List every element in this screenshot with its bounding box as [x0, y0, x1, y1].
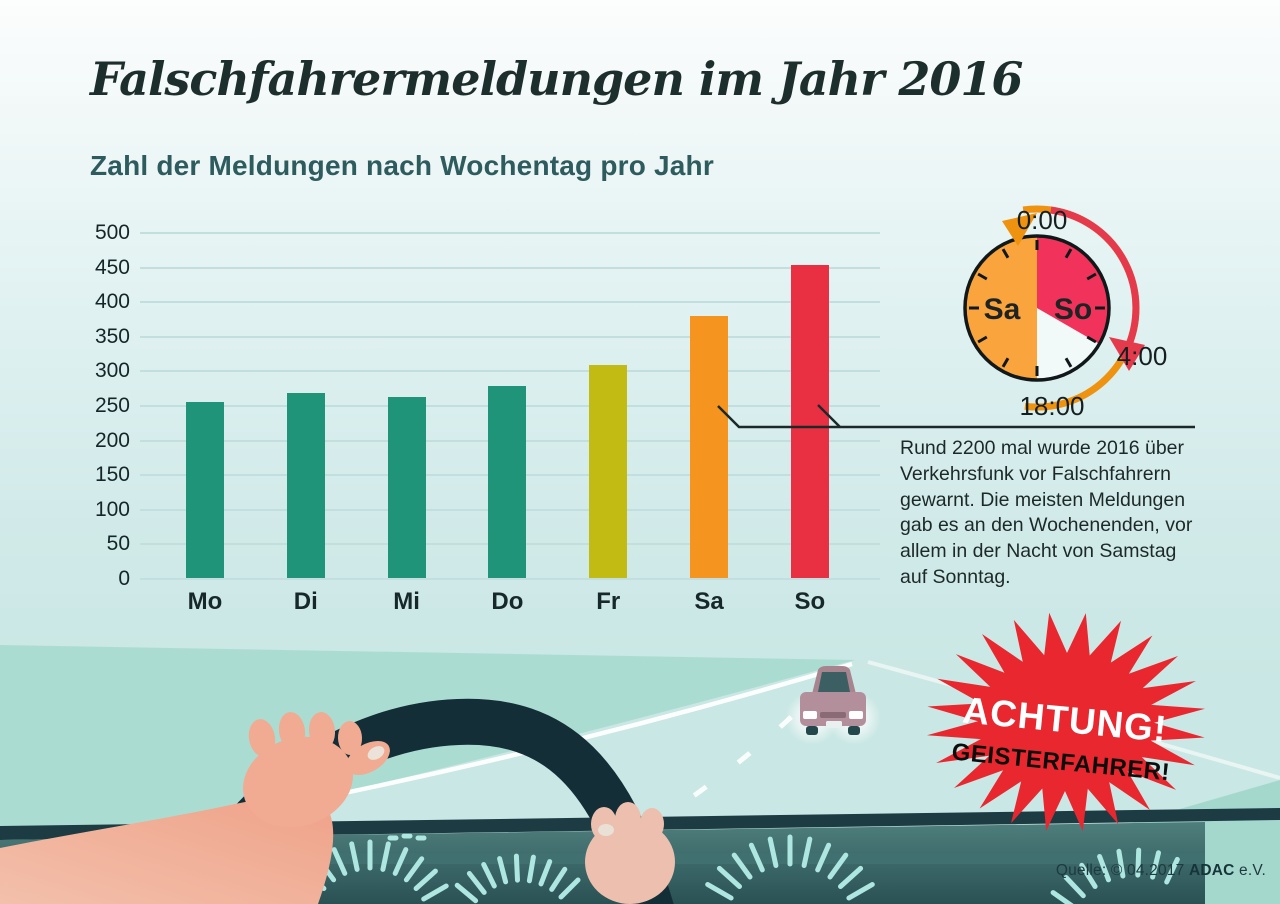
y-axis-label-500: 500 [94, 221, 130, 244]
driving-scene-illustration: ACHTUNG! GEISTERFAHRER! [0, 612, 1280, 904]
red-arrowhead-icon [1109, 337, 1145, 371]
gridline-450 [140, 266, 880, 269]
x-axis-label-mi: Mi [393, 588, 420, 615]
clock-time-right: 4:00 [1117, 341, 1168, 371]
driver-arm [0, 798, 334, 904]
x-axis-label-di: Di [293, 588, 318, 615]
y-axis-label-400: 400 [94, 290, 130, 314]
clock-saturday-wedge [965, 236, 1037, 380]
car-body [800, 692, 866, 726]
source-brand: ADAC [1188, 862, 1235, 879]
gridline-300 [140, 370, 880, 373]
left-thumbnail [367, 746, 385, 760]
car-headlight-right [849, 711, 863, 719]
bar-chart-plot-area [140, 232, 880, 580]
bar-mi [387, 396, 426, 578]
y-axis-label-250: 250 [94, 394, 130, 417]
car-license-plate [826, 721, 842, 728]
car-wheel-left [806, 726, 818, 735]
orange-arrowhead-icon [1002, 213, 1037, 246]
car-windshield [818, 672, 850, 692]
y-axis-label-50: 50 [106, 532, 130, 556]
source-suffix: e.V. [1234, 862, 1266, 879]
bar-fr [589, 364, 628, 578]
annotation-text: Rund 2200 mal wurde 2016 über Verkehrsfu… [900, 437, 1193, 588]
bar-do [488, 385, 527, 578]
source-prefix: Quelle: © 04.2017 [1055, 862, 1189, 879]
car-headlight-left [803, 711, 817, 719]
clock-rim [963, 234, 1111, 382]
y-axis-label-450: 450 [94, 255, 130, 279]
gridline-500 [140, 232, 880, 234]
bar-mo [186, 401, 224, 578]
x-axis-label-fr: Fr [596, 588, 621, 615]
bar-di [286, 392, 325, 578]
speedometer-ticks-2 [454, 853, 581, 904]
speedometer-ticks-3 [705, 834, 875, 901]
y-axis-label-350: 350 [94, 324, 130, 348]
wrong-way-car [785, 666, 881, 745]
x-axis-label-sa: Sa [694, 588, 724, 615]
x-axis-label-so: So [794, 588, 826, 615]
y-axis-label-0: 0 [118, 567, 130, 590]
y-axis-label-200: 200 [94, 428, 130, 452]
clock-time-top: 0:00 [1017, 205, 1068, 235]
chart-subtitle: Zahl der Meldungen nach Wochentag pro Ja… [90, 150, 714, 181]
gridline-350 [140, 335, 880, 338]
roadside-hill-left [0, 645, 855, 860]
car-wheel-right [848, 726, 860, 735]
red-arc-arrow [1050, 206, 1140, 352]
speedometer-ticks-4 [1050, 847, 1180, 904]
bar-sa [690, 316, 728, 578]
page-title: Falschfahrermeldungen im Jahr 2016 [90, 52, 1023, 106]
gridline-400 [140, 301, 880, 304]
driver-fist [243, 736, 353, 828]
weekend-night-clock: Sa So 0:00 4:00 18:00 [963, 205, 1168, 421]
driver-left-hand [0, 712, 390, 904]
car-grille [820, 712, 846, 718]
clock-sa-label: Sa [984, 293, 1021, 326]
clock-time-bottom: 18:00 [1019, 391, 1084, 421]
y-axis: 0 50 100 150 200 250 300 350 400 450 500 [0, 221, 130, 590]
bar-so [790, 265, 829, 578]
warning-starburst: ACHTUNG! GEISTERFAHRER! [927, 612, 1205, 832]
right-thumbnail [598, 824, 614, 836]
y-axis-label-150: 150 [94, 463, 130, 487]
x-axis: Mo Di Mi Do Fr Sa So [140, 588, 880, 618]
gridline-0 [140, 578, 880, 580]
y-axis-label-100: 100 [94, 497, 130, 521]
x-axis-label-do: Do [491, 588, 524, 615]
clock-hour-ticks [969, 240, 1105, 376]
gauge-dots [387, 833, 427, 841]
clock-so-label: So [1054, 293, 1092, 326]
driver-right-hand [585, 802, 675, 904]
x-axis-label-mo: Mo [187, 588, 223, 615]
starburst-shape [927, 612, 1205, 832]
y-axis-label-300: 300 [94, 359, 130, 383]
source-credit: Quelle: © 04.2017 ADAC e.V. [996, 862, 1266, 880]
